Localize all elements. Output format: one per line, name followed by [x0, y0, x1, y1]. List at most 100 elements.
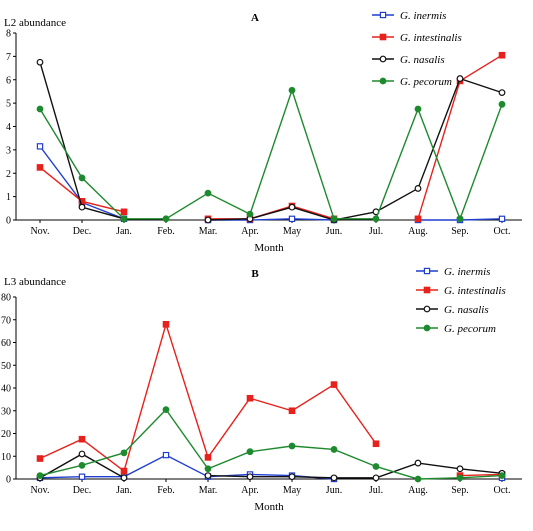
data-point — [414, 215, 422, 223]
y-tick-label: 4 — [6, 122, 11, 133]
panel-letter: A — [251, 12, 259, 24]
data-point — [204, 465, 212, 473]
legend-marker — [423, 305, 431, 313]
legend-marker — [379, 11, 387, 19]
data-point — [330, 446, 338, 453]
x-tick-label: Jan. — [116, 485, 132, 496]
x-tick-label: May — [283, 485, 301, 496]
data-point — [36, 105, 44, 113]
data-point — [288, 86, 296, 94]
data-point — [456, 215, 464, 223]
data-point — [498, 472, 506, 479]
legend-marker — [423, 267, 431, 275]
x-tick-label: Jun. — [326, 485, 342, 496]
data-point — [78, 450, 86, 458]
data-point — [498, 89, 506, 97]
x-tick-label: Mar. — [199, 226, 218, 237]
y-tick-label: 3 — [6, 145, 11, 156]
data-point — [246, 473, 254, 481]
legend-item: G. intestinalis — [372, 32, 462, 44]
data-point — [162, 451, 170, 459]
legend-label: G. nasalis — [444, 304, 489, 316]
legend-marker — [379, 55, 387, 63]
x-tick-label: Mar. — [199, 485, 218, 496]
y-tick-label: 80 — [1, 293, 11, 304]
data-point — [498, 51, 506, 59]
data-point — [414, 105, 422, 113]
y-tick-label: 8 — [6, 29, 11, 40]
series-line — [39, 62, 125, 220]
data-point — [330, 474, 338, 482]
data-point — [288, 203, 296, 211]
x-tick-label: Aug. — [408, 485, 428, 496]
chart-panel-a: 0 1 2 3 4 5 6 7 8 Nov. Dec. Jan. Feb. Mar. Apr. May Jun.… — [4, 10, 522, 254]
data-point — [456, 474, 464, 482]
chart-panel-b: 0 10 20 30 40 50 60 70 80 Nov. Dec. Jan. Feb. Mar. Apr… — [1, 266, 522, 513]
data-point — [162, 406, 170, 414]
data-point — [36, 472, 44, 479]
data-point — [288, 215, 296, 223]
legend: G. inermis G. intestinalis G. nasalis G. pe… — [372, 10, 462, 88]
data-point — [78, 435, 86, 443]
x-tick-label: May — [283, 226, 301, 237]
legend-item: G. nasalis — [416, 304, 489, 316]
data-point — [204, 472, 212, 479]
data-point — [372, 474, 380, 482]
legend-item: G. inermis — [372, 10, 446, 22]
x-tick-label: Sep. — [451, 226, 469, 237]
data-point — [120, 449, 128, 457]
x-axis-title: Month — [254, 501, 284, 513]
legend-item: G. inermis — [416, 266, 490, 278]
legend-item: G. pecorum — [416, 323, 496, 335]
x-tick-label: Apr. — [241, 226, 259, 237]
y-tick-label: 60 — [1, 338, 11, 349]
data-point — [414, 185, 422, 192]
series-line — [207, 77, 503, 221]
data-point — [120, 467, 128, 475]
legend-item: G. intestinalis — [416, 285, 506, 297]
x-axis-title: Month — [254, 242, 284, 254]
data-point — [498, 100, 506, 108]
series-line — [39, 408, 503, 480]
data-point — [36, 164, 44, 171]
data-point — [498, 215, 506, 223]
legend-label: G. inermis — [400, 10, 446, 22]
series-g-inermis — [36, 143, 506, 224]
panel-letter: B — [251, 268, 259, 280]
y-tick-label: 20 — [1, 429, 11, 440]
series-line — [39, 88, 503, 221]
data-point — [372, 440, 380, 448]
y-tick-label: 2 — [6, 169, 11, 180]
data-point — [78, 461, 86, 469]
x-tick-label: Apr. — [241, 485, 259, 496]
y-tick-label: 10 — [1, 452, 11, 463]
legend-marker — [379, 77, 387, 85]
x-tick-label: Nov. — [30, 485, 49, 496]
x-tick-label: Dec. — [73, 226, 92, 237]
x-tick-label: Oct. — [494, 485, 511, 496]
series-line — [39, 454, 335, 480]
data-point — [414, 475, 422, 483]
data-point — [36, 455, 44, 462]
data-point — [162, 215, 170, 223]
y-tick-label: 0 — [6, 216, 11, 227]
legend-marker — [379, 33, 387, 41]
y-tick-label: 50 — [1, 361, 11, 372]
x-tick-label: Dec. — [73, 485, 92, 496]
data-point — [120, 474, 128, 482]
x-tick-label: Nov. — [30, 226, 49, 237]
y-tick-label: 1 — [6, 192, 11, 203]
y-axis-title: L2 abundance — [4, 17, 66, 29]
data-point — [372, 215, 380, 223]
data-point — [204, 216, 212, 224]
data-point — [78, 203, 86, 211]
data-point — [78, 174, 86, 182]
y-tick-label: 40 — [1, 384, 11, 395]
data-point — [330, 215, 338, 223]
y-tick-label: 6 — [6, 75, 11, 86]
data-point — [246, 210, 254, 218]
legend-label: G. nasalis — [400, 54, 445, 66]
data-point — [36, 58, 44, 66]
data-point — [372, 463, 380, 470]
